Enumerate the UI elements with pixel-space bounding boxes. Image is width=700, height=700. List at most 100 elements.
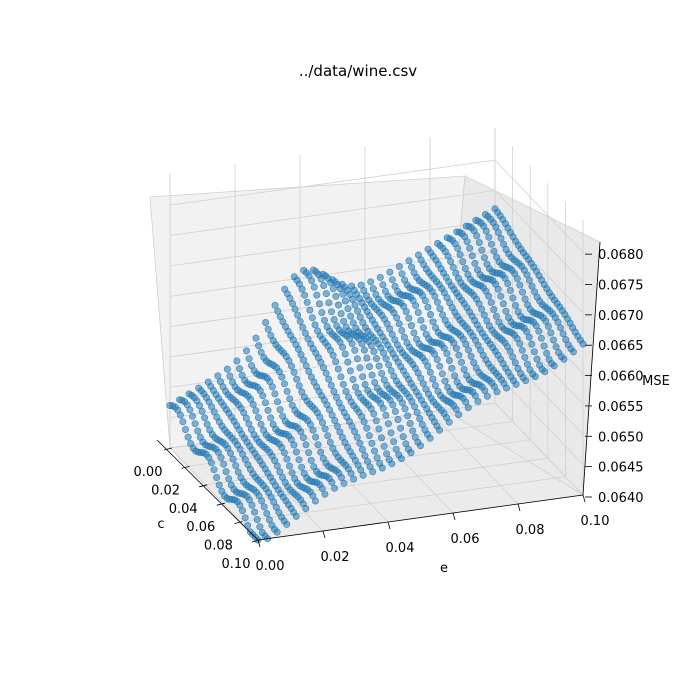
scatter-point [310, 283, 318, 291]
z-tick-label: 0.0675 [598, 279, 644, 294]
scatter-point [301, 291, 309, 299]
scatter-point [260, 503, 268, 511]
scatter-point [433, 298, 441, 306]
scatter-point [398, 399, 406, 407]
wall-grid-z [169, 159, 584, 253]
floor-grid-e [169, 447, 259, 541]
scatter-point [234, 468, 242, 476]
scatter-point [352, 383, 360, 391]
scatter-point [394, 415, 402, 423]
scatter-point [490, 247, 498, 255]
axes [156, 241, 601, 541]
scatter-point [499, 300, 507, 308]
scatter-point [213, 473, 221, 481]
scatter-point [390, 438, 398, 446]
scatter-point [339, 380, 347, 388]
scatter-point [347, 312, 355, 320]
scatter-point [337, 473, 345, 481]
scatter-point [309, 426, 317, 434]
scatter-point [351, 346, 359, 354]
scatter-point [410, 403, 418, 411]
scatter-point [191, 420, 199, 428]
scatter-point [468, 252, 476, 260]
scatter-point [511, 301, 519, 309]
scatter-point [406, 419, 414, 427]
scatter-point [487, 240, 495, 248]
scatter-point [482, 227, 490, 235]
scatter-point [268, 383, 276, 391]
scatter-point [290, 368, 298, 376]
scatter-point [523, 360, 531, 368]
scatter-point [296, 317, 304, 325]
scatter-point [263, 509, 271, 517]
scatter-point [198, 407, 206, 415]
scatter-point [252, 407, 260, 415]
scatter-point [378, 369, 386, 377]
z-tick-label: 0.0655 [598, 400, 644, 415]
scatter-point [497, 292, 505, 300]
scatter-point [242, 414, 250, 422]
scatter-point [509, 353, 517, 361]
z-tick-label: 0.0645 [598, 461, 644, 476]
scatter-point [511, 359, 519, 367]
scatter-point [210, 466, 218, 474]
scatter-point [388, 276, 396, 284]
scatter-point [370, 410, 378, 418]
z-tick-label: 0.0640 [598, 491, 644, 506]
scatter-point [276, 468, 284, 476]
scatter-point [443, 349, 451, 357]
scatter-point [456, 251, 464, 259]
scatter-point [405, 314, 413, 322]
scatter-point [480, 311, 488, 319]
scatter-point [377, 434, 385, 442]
y-tick-label: 0.10 [581, 514, 610, 529]
scatter-point [506, 286, 514, 294]
scatter-point [315, 300, 323, 308]
scatter-point [379, 349, 387, 357]
scatter-point [292, 512, 300, 520]
scatter-point [399, 433, 407, 441]
scatter-point [385, 361, 393, 369]
scatter-point [297, 428, 305, 436]
scatter-point [318, 484, 326, 492]
scatter-point [346, 367, 354, 375]
scatter-point [492, 312, 500, 320]
scatter-point [506, 347, 514, 355]
scatter-point [356, 439, 364, 447]
scatter-point [262, 318, 270, 326]
scatter-point [293, 375, 301, 383]
scatter-point [303, 298, 311, 306]
scatter-point [337, 373, 345, 381]
tick-marks [163, 253, 592, 548]
scatter-point [494, 285, 502, 293]
scatter-point [287, 362, 295, 370]
scatter-point [490, 305, 498, 313]
scatter-point [326, 438, 334, 446]
scatter-point [259, 392, 267, 400]
scatter-point [371, 378, 379, 386]
scatter-point [286, 395, 294, 403]
scatter-point [317, 275, 325, 283]
scatter-point [321, 425, 329, 433]
scatter-point [550, 362, 558, 370]
scatter-point [445, 418, 453, 426]
scatter-point [313, 291, 321, 299]
scatter-point [383, 450, 391, 458]
scatter-point [243, 347, 251, 355]
scatter-point [302, 504, 310, 512]
scatter-point [404, 412, 412, 420]
scatter-point [395, 262, 403, 270]
chart-title: ../data/wine.csv [299, 62, 417, 80]
scatter-point [424, 303, 432, 311]
scatter-point [537, 334, 545, 342]
scatter-point [359, 471, 367, 479]
scatter-point [222, 468, 230, 476]
x-tick-label: 0.08 [204, 539, 233, 554]
scatter-point [522, 377, 530, 385]
scatter-point [194, 427, 202, 435]
z-tick-label: 0.0670 [598, 309, 644, 324]
scatter-point [462, 398, 470, 406]
scatter-point [220, 460, 228, 468]
scatter-point [330, 316, 338, 324]
scatter-point [426, 368, 434, 376]
